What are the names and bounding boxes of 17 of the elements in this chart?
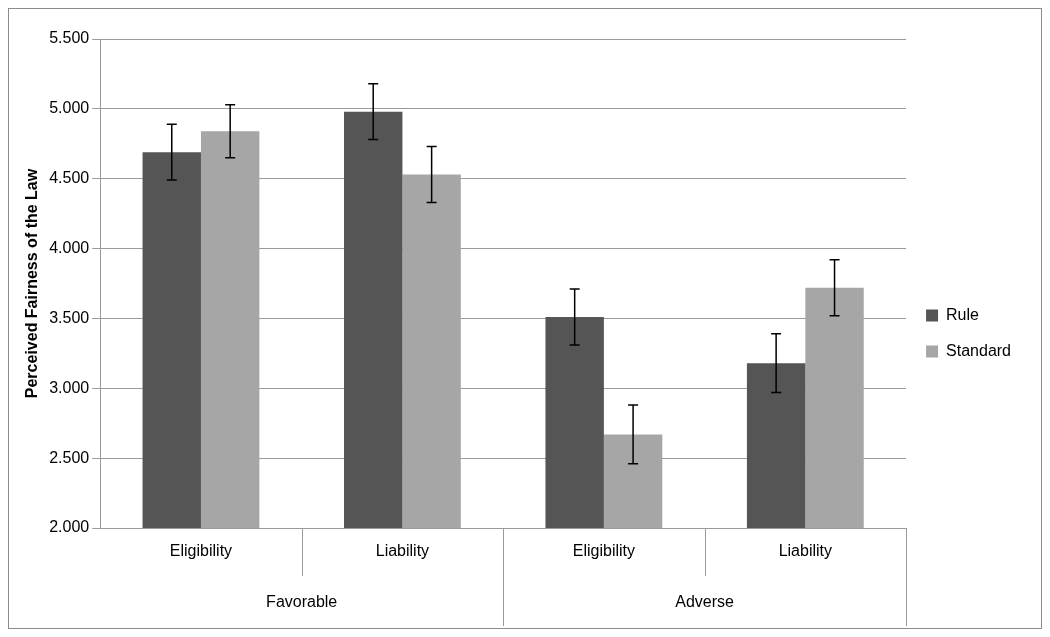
x-tick-label: Eligibility bbox=[169, 542, 233, 560]
y-tick-label: 4.000 bbox=[49, 238, 90, 256]
y-tick-label: 4.500 bbox=[49, 169, 90, 187]
y-tick-label: 3.000 bbox=[49, 378, 90, 396]
legend-label: Standard bbox=[946, 341, 1011, 359]
text: Adverse bbox=[675, 593, 735, 611]
legend-label: Rule bbox=[946, 305, 980, 323]
y-tick-label: 3.500 bbox=[49, 308, 90, 326]
x-tick-label: Liability bbox=[778, 542, 833, 560]
y-tick-label: 2.000 bbox=[49, 518, 90, 536]
y-axis-title: Perceived Fairness of the Law bbox=[23, 168, 41, 399]
y-tick-label: 2.500 bbox=[49, 448, 90, 466]
x-tick-label: Liability bbox=[375, 542, 430, 560]
x-tick-label: Eligibility bbox=[572, 542, 635, 560]
y-tick-label: 5.000 bbox=[49, 99, 90, 117]
y-tick-label: 5.500 bbox=[49, 29, 90, 47]
text: Favorable bbox=[266, 593, 338, 611]
